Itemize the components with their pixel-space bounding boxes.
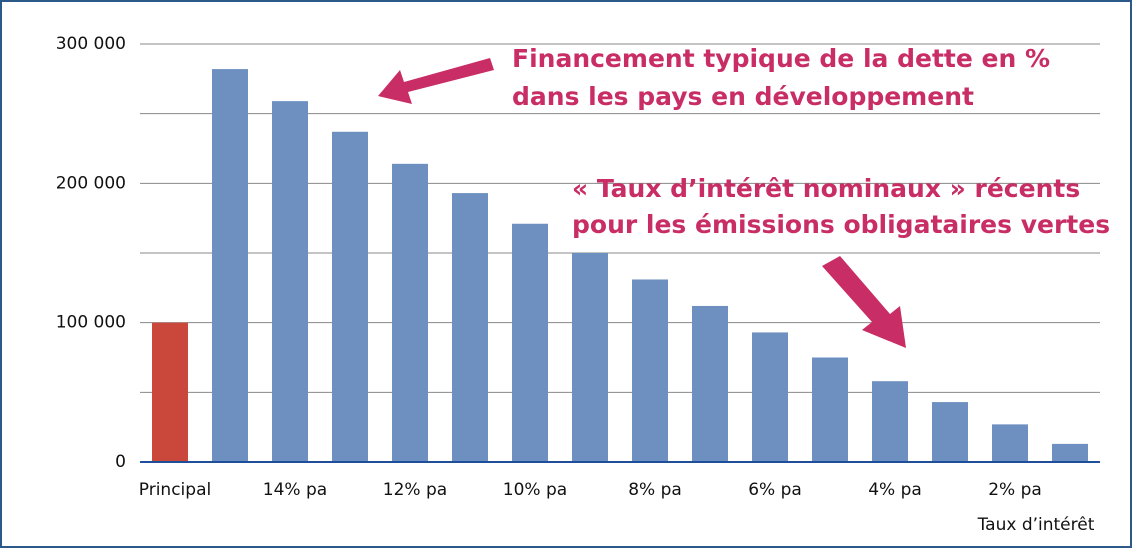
y-tick-label: 100 000	[56, 313, 126, 333]
bar	[872, 381, 908, 462]
bar	[752, 332, 788, 462]
bar	[392, 163, 428, 462]
bar	[992, 424, 1028, 462]
bar	[572, 253, 608, 462]
x-tick-label: 6% pa	[748, 480, 802, 500]
bar	[1052, 443, 1088, 462]
annotation: Financement typique de la dette en %	[512, 44, 1050, 73]
x-tick-label: 2% pa	[988, 480, 1042, 500]
bar	[452, 193, 488, 462]
bar	[272, 101, 308, 463]
y-tick-label: 0	[115, 452, 126, 472]
bar	[932, 402, 968, 462]
x-tick-label: 10% pa	[503, 480, 567, 500]
x-tick-label: 12% pa	[383, 480, 447, 500]
bars	[152, 69, 1088, 463]
arrows	[378, 58, 906, 348]
annotation: « Taux d’intérêt nominaux » récents	[572, 174, 1080, 203]
annotation: pour les émissions obligataires vertes	[572, 210, 1110, 239]
x-tick-label: 8% pa	[628, 480, 682, 500]
bar	[812, 357, 848, 462]
annotation: dans les pays en développement	[512, 82, 974, 111]
bar	[632, 279, 668, 462]
arrow	[378, 58, 494, 104]
bar	[332, 131, 368, 462]
x-axis-label: Taux d’intérêt	[977, 515, 1095, 535]
bar	[212, 69, 248, 462]
x-tick-label: 14% pa	[263, 480, 327, 500]
bar	[692, 305, 728, 462]
x-tick-label: Principal	[139, 480, 211, 500]
bar	[152, 322, 188, 462]
bar	[512, 223, 548, 462]
y-tick-label: 200 000	[56, 173, 126, 193]
x-tick-label: 4% pa	[868, 480, 922, 500]
y-tick-label: 300 000	[56, 34, 126, 54]
arrow	[822, 256, 906, 348]
